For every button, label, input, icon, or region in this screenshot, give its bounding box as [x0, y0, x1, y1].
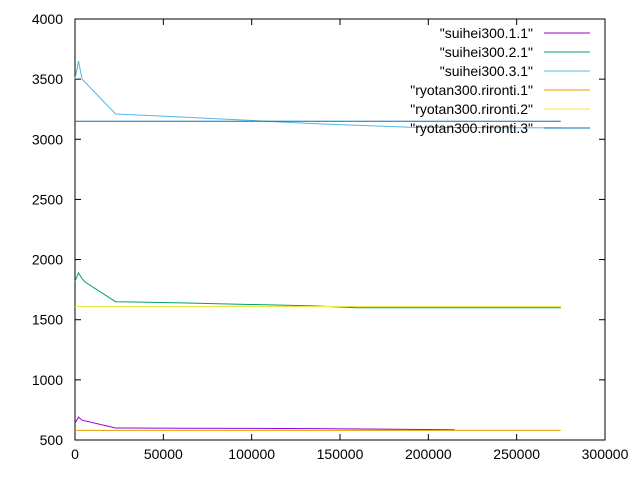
y-tick-label: 3500	[32, 71, 63, 87]
series-lines	[74, 61, 561, 431]
x-tick-label: 200000	[405, 446, 452, 462]
legend-label: "ryotan300.rironti.2"	[410, 101, 533, 117]
y-tick-label: 4000	[32, 11, 63, 27]
y-tick-label: 500	[40, 432, 64, 448]
legend-label: "ryotan300.rironti.1"	[410, 82, 533, 98]
series-line	[74, 61, 561, 129]
x-tick-label: 50000	[144, 446, 183, 462]
legend: "suihei300.1.1" "suihei300.2.1" "suihei300…	[410, 25, 590, 136]
y-tick-label: 1500	[32, 312, 63, 328]
legend-label: "suihei300.1.1"	[440, 25, 533, 41]
y-tick-label: 2500	[32, 191, 63, 207]
series-line	[74, 271, 561, 309]
x-tick-label: 0	[71, 446, 79, 462]
legend-label: "ryotan300.rironti.3"	[410, 120, 533, 136]
y-tick-label: 2000	[32, 252, 63, 268]
legend-label: "suihei300.2.1"	[440, 44, 533, 60]
x-tick-label: 150000	[317, 446, 364, 462]
x-tick-label: 100000	[228, 446, 275, 462]
axis-ticks: 0 50000 100000 150000 200000 250000 300000 500 1…	[32, 11, 629, 462]
x-tick-label: 300000	[582, 446, 629, 462]
legend-label: "suihei300.3.1"	[440, 63, 533, 79]
y-tick-label: 1000	[32, 372, 63, 388]
series-line	[74, 416, 455, 431]
y-tick-label: 3000	[32, 131, 63, 147]
x-tick-label: 250000	[493, 446, 540, 462]
